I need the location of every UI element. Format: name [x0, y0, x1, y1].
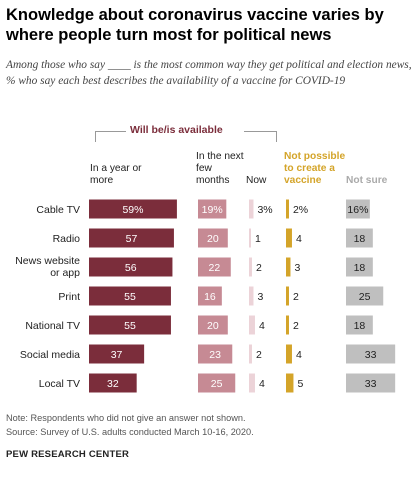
data-label-not-sure: 18	[354, 262, 366, 274]
bar-not-sure	[346, 257, 373, 277]
data-label-not-possible: 4	[296, 233, 302, 245]
category-label: Social media	[20, 349, 80, 361]
bar-not-sure	[346, 344, 396, 364]
brand-logo-text: PEW RESEARCH CENTER	[6, 449, 130, 460]
bar-now	[249, 228, 251, 248]
column-header-year: In a year or more	[90, 163, 142, 186]
data-label-now: 2	[256, 262, 262, 274]
bar-not-sure	[346, 286, 384, 306]
category-label: Print	[58, 291, 80, 303]
data-label-not-possible: 2%	[293, 204, 308, 216]
data-label-not-sure: 18	[354, 233, 366, 245]
bar-not-possible	[286, 228, 292, 248]
data-label-months: 20	[207, 233, 219, 245]
chart-subtitle: Among those who say ____ is the most com…	[6, 59, 412, 87]
column-header-months: In the next few months	[196, 151, 244, 186]
data-label-months: 20	[207, 320, 219, 332]
bar-year	[89, 257, 173, 277]
bar-now	[249, 315, 255, 335]
data-label-not-possible: 2	[293, 291, 299, 303]
bar-now	[249, 344, 252, 364]
column-header-not-possible: Not possible to create a vaccine	[284, 151, 346, 186]
bar-months	[198, 257, 231, 277]
category-label: Local TV	[39, 378, 80, 390]
chart-title: Knowledge about coronavirus vaccine vari…	[6, 6, 384, 44]
bar-not-sure	[346, 373, 396, 393]
bar-now	[249, 199, 254, 219]
data-label-months: 16	[204, 291, 216, 303]
data-label-now: 4	[259, 320, 265, 332]
bar-months	[198, 373, 236, 393]
column-header-not-sure: Not sure	[346, 175, 388, 186]
bar-not-possible	[286, 373, 294, 393]
data-label-now: 4	[259, 378, 265, 390]
category-label: National TV	[25, 320, 80, 332]
bar-months	[198, 344, 233, 364]
bar-not-sure	[346, 228, 373, 248]
data-label-year: 59%	[122, 204, 143, 216]
data-label-now: 3%	[257, 204, 272, 216]
data-label-not-sure: 25	[359, 291, 371, 303]
data-label-year: 37	[111, 349, 123, 361]
data-label-months: 22	[209, 262, 221, 274]
data-label-months: 19%	[202, 204, 223, 216]
category-label: News website or app	[15, 255, 80, 279]
data-label-months: 25	[211, 378, 223, 390]
data-label-now: 1	[255, 233, 261, 245]
category-label: Radio	[53, 233, 81, 245]
bar-not-possible	[286, 286, 289, 306]
data-label-not-possible: 2	[293, 320, 299, 332]
data-label-year: 32	[107, 378, 119, 390]
data-label-not-possible: 5	[297, 378, 303, 390]
data-label-not-possible: 4	[296, 349, 302, 361]
data-label-not-sure: 33	[365, 378, 377, 390]
data-label-now: 2	[256, 349, 262, 361]
bar-now	[249, 257, 252, 277]
bar-year	[89, 373, 137, 393]
data-label-not-sure: 16%	[347, 204, 368, 216]
data-label-months: 23	[209, 349, 221, 361]
bar-months	[198, 315, 228, 335]
data-label-not-sure: 18	[354, 320, 366, 332]
column-header-now: Now	[246, 175, 267, 186]
bar-months	[198, 228, 228, 248]
data-label-year: 55	[124, 320, 136, 332]
data-label-not-sure: 33	[365, 349, 377, 361]
bar-not-sure	[346, 199, 370, 219]
footnote-note: Note: Respondents who did not give an an…	[6, 413, 246, 423]
bar-not-possible	[286, 257, 291, 277]
bar-months	[198, 286, 222, 306]
data-label-year: 57	[126, 233, 138, 245]
group-bracket-gap	[126, 127, 244, 134]
bar-not-possible	[286, 199, 289, 219]
bar-now	[249, 373, 255, 393]
bar-not-sure	[346, 315, 373, 335]
bar-year	[89, 315, 171, 335]
data-label-not-possible: 3	[294, 262, 300, 274]
bar-not-possible	[286, 315, 289, 335]
bar-now	[249, 286, 254, 306]
data-label-year: 56	[125, 262, 137, 274]
footnote-source: Source: Survey of U.S. adults conducted …	[6, 427, 254, 437]
group-label: Will be/is available	[130, 124, 223, 136]
bar-months	[198, 199, 227, 219]
bar-year	[89, 344, 145, 364]
bar-not-possible	[286, 344, 292, 364]
data-label-year: 55	[124, 291, 136, 303]
bar-year	[89, 199, 177, 219]
category-label: Cable TV	[36, 204, 80, 216]
data-label-now: 3	[257, 291, 263, 303]
bar-year	[89, 228, 174, 248]
bar-year	[89, 286, 171, 306]
